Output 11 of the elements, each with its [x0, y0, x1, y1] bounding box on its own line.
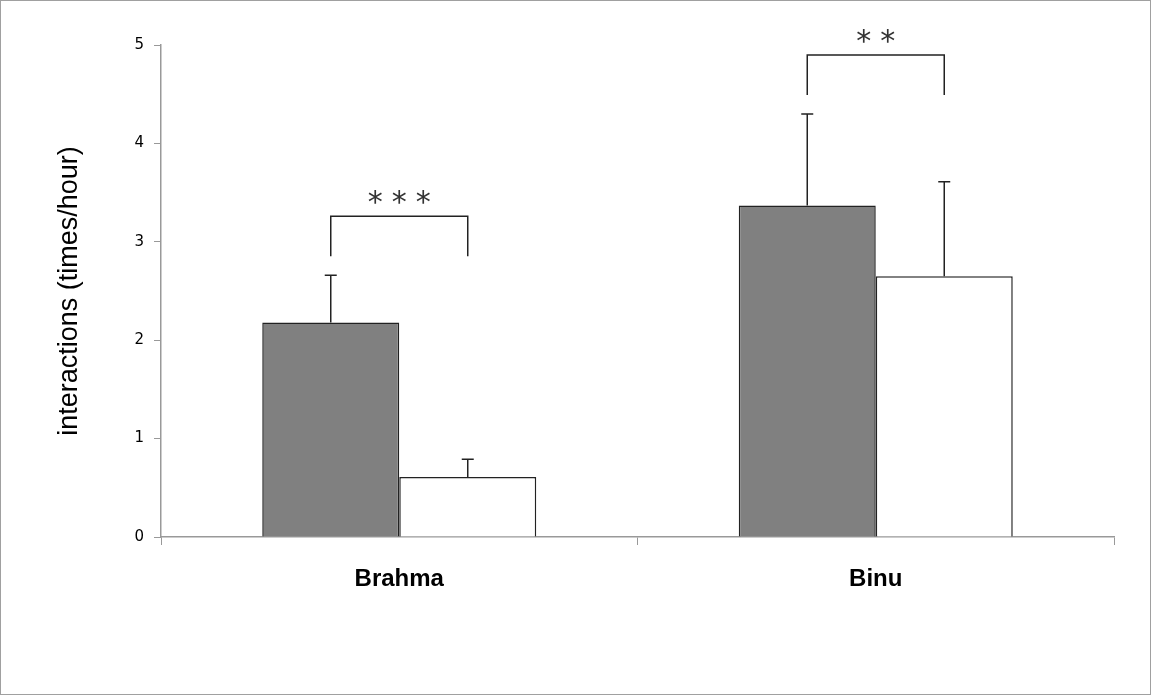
y-tick-label: 0 [134, 526, 144, 545]
y-tick-label: 1 [134, 428, 144, 447]
annotation: ** [856, 22, 905, 58]
y-axis-title: interactions (times/hour) [52, 146, 83, 436]
y-tick-label: 4 [134, 133, 144, 152]
x-tick-label: Binu [849, 564, 903, 592]
y-tick-label: 2 [134, 330, 144, 349]
x-tick-label: Brahma [354, 564, 445, 592]
y-tick-label: 5 [134, 34, 144, 53]
y-tick-label: 3 [134, 231, 144, 250]
annotation: *** [367, 184, 440, 220]
